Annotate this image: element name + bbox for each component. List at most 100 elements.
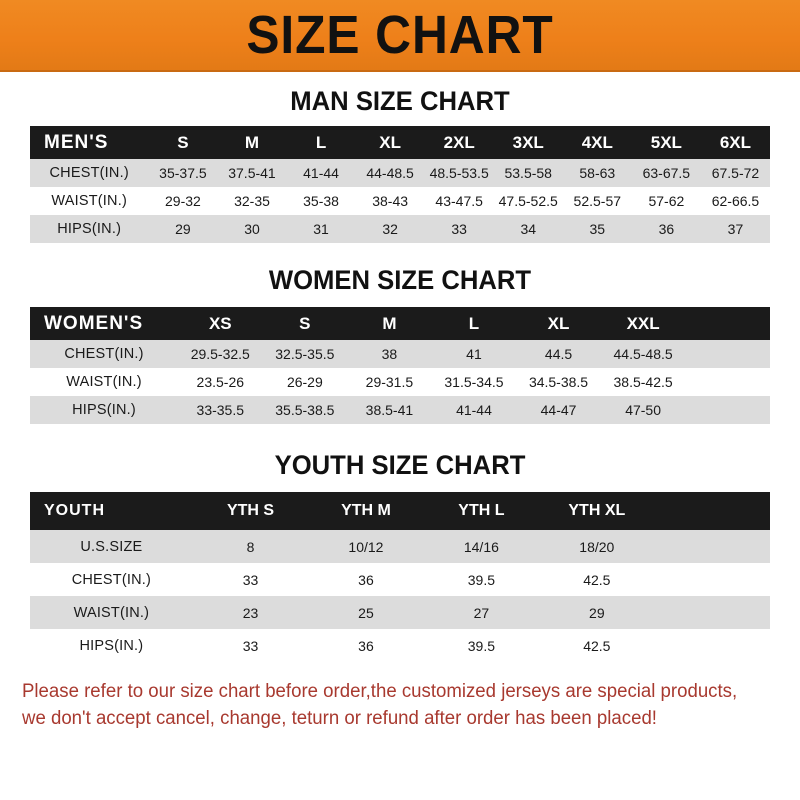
women-table-row: HIPS(IN.) 33-35.5 35.5-38.5 38.5-41 41-44 44-… xyxy=(30,396,770,424)
man-cell: 62-66.5 xyxy=(711,193,760,209)
women-table-row: CHEST(IN.) 29.5-32.5 32.5-35.5 38 41 44.5 44.5… xyxy=(30,340,770,368)
man-row-label: HIPS(IN.) xyxy=(57,221,122,237)
man-cell: 47.5-52.5 xyxy=(498,193,558,209)
man-column-header: 6XL xyxy=(719,132,752,152)
women-cell: 26-29 xyxy=(286,374,323,390)
man-cell: 35-38 xyxy=(303,193,339,209)
man-cell: 41-44 xyxy=(303,165,339,181)
man-column-header: 4XL xyxy=(581,132,613,152)
youth-cell: 42.5 xyxy=(583,637,611,654)
women-cell xyxy=(685,396,770,424)
youth-cell: 23 xyxy=(242,604,259,621)
youth-cell: 29 xyxy=(589,604,605,621)
youth-table-wrap: YOUTH YTH S YTH M YTH L YTH XL U.S.SIZE 8 10/1… xyxy=(30,492,770,662)
women-column-header: XXL xyxy=(626,313,660,333)
man-column-header: XL xyxy=(379,132,401,152)
youth-table-body: U.S.SIZE 8 10/12 14/16 18/20 CHEST(IN.) 33 36 39… xyxy=(30,530,770,662)
man-cell: 36 xyxy=(658,221,675,237)
women-header-row: WOMEN'S XS S M L XL XXL xyxy=(30,307,770,340)
youth-cell: 36 xyxy=(358,571,374,588)
youth-cell: 33 xyxy=(242,637,259,654)
man-row-label: CHEST(IN.) xyxy=(49,165,129,181)
women-cell: 23.5-26 xyxy=(196,374,245,390)
size-chart-banner: SIZE CHART xyxy=(0,0,800,72)
women-cell: 38 xyxy=(381,346,398,362)
women-cell: 44.5 xyxy=(544,346,573,362)
youth-cell xyxy=(655,530,770,563)
man-table-wrap: MEN'S S M L XL 2XL 3XL 4XL 5XL 6XL CHEST(IN.) 35-3… xyxy=(30,126,770,243)
youth-cell: 8 xyxy=(246,538,255,555)
man-header-row: MEN'S S M L XL 2XL 3XL 4XL 5XL 6XL xyxy=(30,126,770,159)
youth-column-header: YTH S xyxy=(226,502,275,519)
women-column-header: M xyxy=(382,313,397,333)
man-cell: 38-43 xyxy=(372,193,409,209)
man-cell: 48.5-53.5 xyxy=(429,165,489,181)
women-cell: 33-35.5 xyxy=(196,402,245,418)
women-cell: 38.5-41 xyxy=(365,402,414,418)
youth-size-table: YOUTH YTH S YTH M YTH L YTH XL U.S.SIZE 8 10/1… xyxy=(30,492,770,662)
man-cell: 53.5-58 xyxy=(504,165,552,181)
youth-cell: 10/12 xyxy=(348,538,384,555)
women-cell: 29.5-32.5 xyxy=(190,346,250,362)
man-table-head: MEN'S S M L XL 2XL 3XL 4XL 5XL 6XL xyxy=(30,126,770,159)
youth-section-title: YOUTH SIZE CHART xyxy=(274,450,526,480)
order-policy-note: Please refer to our size chart before or… xyxy=(22,678,763,732)
man-table-body: CHEST(IN.) 35-37.5 37.5-41 41-44 44-48.5 48.5… xyxy=(30,159,770,243)
women-size-table: WOMEN'S XS S M L XL XXL CHEST(IN.) 29.5-32.5 32.… xyxy=(30,307,770,424)
women-row-label: WAIST(IN.) xyxy=(66,374,142,390)
man-section-title: MAN SIZE CHART xyxy=(290,86,510,116)
man-cell: 33 xyxy=(451,221,467,237)
youth-cell: 39.5 xyxy=(467,571,496,588)
women-cell: 34.5-38.5 xyxy=(528,374,589,390)
women-column-header: XS xyxy=(208,313,232,333)
youth-cell: 18/20 xyxy=(579,538,615,555)
man-cell: 32 xyxy=(382,221,398,237)
women-cell: 35.5-38.5 xyxy=(275,402,335,418)
women-row-label: CHEST(IN.) xyxy=(64,346,144,362)
man-cell: 52.5-57 xyxy=(573,193,622,209)
women-cell: 47-50 xyxy=(625,402,661,418)
man-cell: 43-47.5 xyxy=(435,193,483,209)
women-column-header: S xyxy=(299,313,311,333)
women-table-wrap: WOMEN'S XS S M L XL XXL CHEST(IN.) 29.5-32.5 32.… xyxy=(30,307,770,424)
women-row-label: HIPS(IN.) xyxy=(72,402,136,418)
man-cell: 35 xyxy=(589,221,606,237)
youth-table-row: WAIST(IN.) 23 25 27 29 xyxy=(30,596,770,629)
youth-column-header xyxy=(655,492,770,530)
women-section-title: WOMEN SIZE CHART xyxy=(268,265,532,295)
youth-column-header: YTH XL xyxy=(568,502,626,519)
women-cell: 44-47 xyxy=(540,402,577,418)
man-column-header: L xyxy=(315,132,327,152)
youth-row-label: HIPS(IN.) xyxy=(79,637,144,654)
women-cell: 29-31.5 xyxy=(365,374,414,390)
youth-row-label: U.S.SIZE xyxy=(80,538,143,555)
man-cell: 35-37.5 xyxy=(159,165,207,181)
youth-cell: 14/16 xyxy=(463,538,499,555)
man-table-row: CHEST(IN.) 35-37.5 37.5-41 41-44 44-48.5 48.5… xyxy=(30,159,770,187)
man-cell: 29 xyxy=(175,221,191,237)
youth-column-header: YTH M xyxy=(341,502,391,519)
youth-cell: 27 xyxy=(473,604,490,621)
youth-column-header: YTH L xyxy=(458,502,505,519)
man-column-header: M xyxy=(244,132,260,152)
women-table-head: WOMEN'S XS S M L XL XXL xyxy=(30,307,770,340)
women-cell xyxy=(685,340,770,368)
women-cell: 32.5-35.5 xyxy=(275,346,335,362)
man-cell: 31 xyxy=(313,221,329,237)
women-cell: 41 xyxy=(466,346,482,362)
youth-header-row: YOUTH YTH S YTH M YTH L YTH XL xyxy=(30,492,770,530)
man-column-header: S xyxy=(177,132,189,152)
youth-cell: 39.5 xyxy=(467,637,496,654)
man-cell: 37.5-41 xyxy=(228,165,276,181)
man-table-corner-label: MEN'S xyxy=(44,131,109,153)
women-column-header: L xyxy=(468,313,480,333)
man-cell: 57-62 xyxy=(648,193,685,209)
women-cell: 31.5-34.5 xyxy=(444,374,504,390)
order-policy-note-line-1: Please refer to our size chart before or… xyxy=(22,681,738,702)
youth-cell: 36 xyxy=(358,637,374,654)
women-cell: 44.5-48.5 xyxy=(613,346,673,362)
youth-cell xyxy=(655,596,770,629)
man-column-header: 3XL xyxy=(512,132,544,152)
youth-cell: 33 xyxy=(242,571,259,588)
man-row-label: WAIST(IN.) xyxy=(51,193,127,209)
